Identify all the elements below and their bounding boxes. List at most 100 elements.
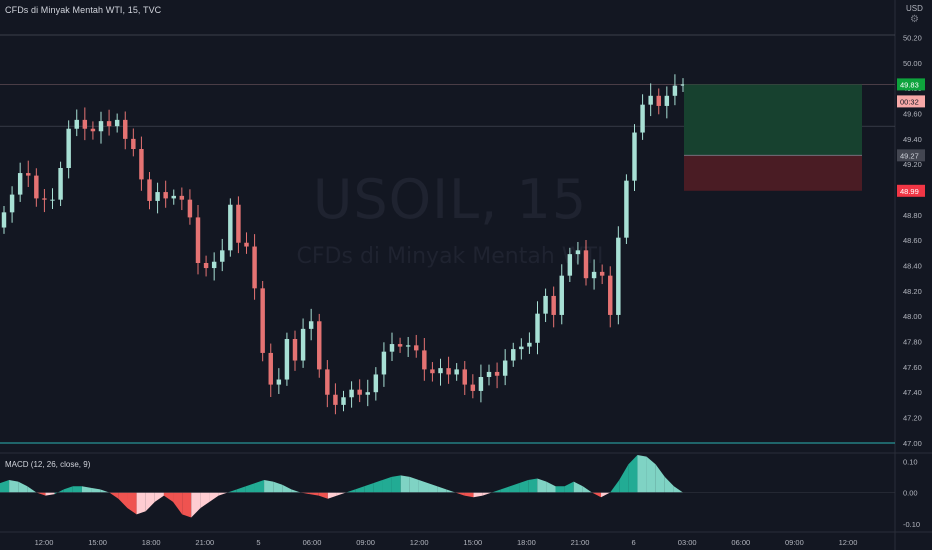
candle-body bbox=[74, 119, 79, 129]
macd-area-segment bbox=[591, 492, 602, 498]
x-tick-label: 5 bbox=[256, 538, 260, 547]
macd-area-segment bbox=[446, 489, 456, 493]
macd-area-segment bbox=[291, 489, 301, 493]
candle-body bbox=[664, 95, 670, 106]
candle-body bbox=[527, 342, 532, 347]
settings-gear-icon[interactable]: ⚙ bbox=[910, 14, 919, 25]
macd-area-segment bbox=[637, 455, 647, 493]
candle-body bbox=[228, 204, 233, 251]
macd-area-segment bbox=[628, 455, 638, 493]
macd-area-segment bbox=[191, 492, 201, 518]
candle-body bbox=[405, 345, 411, 347]
macd-area-segment bbox=[118, 492, 128, 509]
macd-area-segment bbox=[127, 492, 137, 515]
x-tick-label: 21:00 bbox=[195, 538, 214, 547]
candle-body bbox=[276, 379, 282, 385]
macd-area-segment bbox=[646, 456, 656, 493]
candle-body bbox=[90, 128, 96, 132]
macd-area-segment bbox=[0, 480, 10, 493]
macd-area-segment bbox=[218, 492, 228, 496]
y-tick-label: 48.00 bbox=[903, 312, 922, 321]
macd-area-segment bbox=[528, 478, 538, 493]
candle-body bbox=[58, 168, 63, 200]
candle-body bbox=[98, 121, 104, 132]
candle-body bbox=[34, 175, 39, 199]
x-tick-label: 21:00 bbox=[571, 538, 590, 547]
last-price-label: 49.83 bbox=[900, 80, 919, 89]
x-tick-label: 03:00 bbox=[678, 538, 697, 547]
macd-area-segment bbox=[482, 492, 492, 496]
macd-area-segment bbox=[81, 486, 92, 493]
macd-area-segment bbox=[245, 483, 255, 493]
candle-body bbox=[106, 121, 112, 127]
candle-body bbox=[551, 295, 556, 315]
y-tick-label: 47.80 bbox=[903, 338, 922, 347]
candle-body bbox=[397, 344, 403, 347]
macd-area-segment bbox=[227, 489, 237, 493]
candle-body bbox=[389, 344, 395, 352]
macd-area-segment bbox=[491, 489, 501, 493]
macd-area-segment bbox=[355, 486, 365, 493]
candle-body bbox=[502, 360, 508, 376]
candle-body bbox=[486, 371, 492, 377]
candle-body bbox=[567, 254, 573, 276]
x-tick-label: 18:00 bbox=[142, 538, 161, 547]
macd-area-segment bbox=[437, 486, 447, 493]
candle-body bbox=[292, 339, 298, 361]
macd-area-segment bbox=[136, 492, 146, 515]
candle-body bbox=[195, 217, 201, 263]
y-tick-label: 47.00 bbox=[903, 439, 922, 448]
candle-body bbox=[559, 275, 564, 315]
macd-area-segment bbox=[72, 486, 82, 493]
y-tick-label: 49.60 bbox=[903, 110, 922, 119]
candle-body bbox=[535, 313, 540, 343]
candle-body bbox=[543, 295, 548, 314]
macd-area-segment bbox=[182, 492, 192, 518]
currency-label: USD bbox=[906, 4, 923, 13]
macd-area-segment bbox=[63, 486, 73, 493]
candle-body bbox=[446, 368, 451, 375]
macd-area-segment bbox=[236, 486, 246, 493]
macd-area-segment bbox=[664, 476, 674, 493]
candle-body bbox=[203, 263, 209, 269]
y-tick-label: 48.80 bbox=[903, 211, 922, 220]
x-tick-label: 09:00 bbox=[356, 538, 375, 547]
macd-area-segment bbox=[601, 492, 611, 498]
candle-body bbox=[680, 84, 686, 86]
macd-area-segment bbox=[582, 486, 592, 493]
macd-area-segment bbox=[300, 492, 310, 495]
macd-area-segment bbox=[163, 492, 174, 502]
macd-area-segment bbox=[400, 475, 410, 493]
x-tick-label: 15:00 bbox=[463, 538, 482, 547]
macd-indicator-label: MACD (12, 26, close, 9) bbox=[5, 460, 91, 469]
macd-area-segment bbox=[464, 492, 474, 498]
candle-body bbox=[333, 394, 338, 405]
candle-body bbox=[300, 328, 306, 361]
candle-body bbox=[470, 384, 476, 391]
candle-body bbox=[252, 246, 257, 289]
candle-body bbox=[519, 346, 524, 350]
macd-tick-label: -0.10 bbox=[903, 520, 920, 529]
x-tick-label: 6 bbox=[632, 538, 636, 547]
macd-tick-label: 0.00 bbox=[903, 489, 918, 498]
candle-body bbox=[163, 192, 168, 199]
y-tick-label: 47.60 bbox=[903, 363, 922, 372]
y-tick-label: 48.40 bbox=[903, 262, 922, 271]
candle-body bbox=[284, 339, 290, 380]
candle-body bbox=[50, 199, 55, 201]
macd-area-segment bbox=[428, 483, 438, 493]
x-tick-label: 09:00 bbox=[785, 538, 804, 547]
macd-area-segment bbox=[673, 486, 683, 493]
macd-area-segment bbox=[336, 492, 347, 496]
candle-body bbox=[478, 377, 484, 391]
last-price-label-bg bbox=[897, 78, 925, 91]
y-tick-label: 48.60 bbox=[903, 236, 922, 245]
macd-area-segment bbox=[54, 489, 64, 495]
macd-area-segment bbox=[45, 492, 55, 496]
candle-body bbox=[220, 250, 225, 262]
candle-body bbox=[656, 95, 661, 106]
macd-area-segment bbox=[209, 492, 219, 502]
candle-body bbox=[365, 392, 370, 395]
